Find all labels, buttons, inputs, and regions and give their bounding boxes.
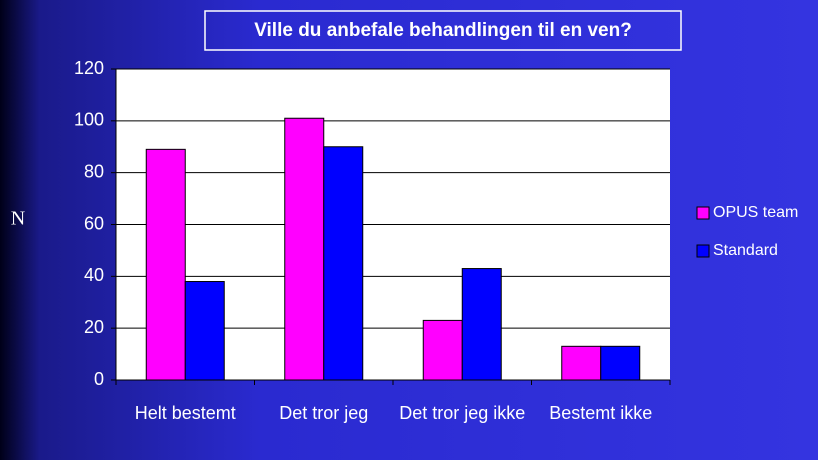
x-tick-label: Det tror jeg ikke xyxy=(399,403,526,423)
bar xyxy=(600,345,641,381)
legend-label: OPUS team xyxy=(713,204,798,221)
bar xyxy=(561,345,602,381)
bar xyxy=(323,146,364,381)
title-box xyxy=(204,10,682,51)
bar xyxy=(145,148,186,381)
y-tick-label: 0 xyxy=(94,369,104,389)
y-tick-label: 60 xyxy=(84,213,104,233)
y-tick-label: 120 xyxy=(74,58,104,78)
y-axis-label: N xyxy=(11,208,25,230)
legend-swatch xyxy=(696,244,710,258)
bar xyxy=(284,117,325,381)
bar xyxy=(422,319,463,381)
y-tick-label: 20 xyxy=(84,317,104,337)
chart-title: Ville du anbefale behandlingen til en ve… xyxy=(254,20,632,41)
legend-label: Standard xyxy=(713,242,778,259)
y-tick-label: 40 xyxy=(84,265,104,285)
bar xyxy=(184,281,225,381)
x-tick-label: Helt bestemt xyxy=(134,403,236,423)
x-tick-label: Bestemt ikke xyxy=(549,403,653,423)
y-tick-label: 80 xyxy=(84,161,104,181)
x-tick-label: Det tror jeg xyxy=(279,403,369,423)
bar xyxy=(461,268,502,381)
y-tick-label: 100 xyxy=(74,110,104,130)
legend-swatch xyxy=(696,206,710,220)
